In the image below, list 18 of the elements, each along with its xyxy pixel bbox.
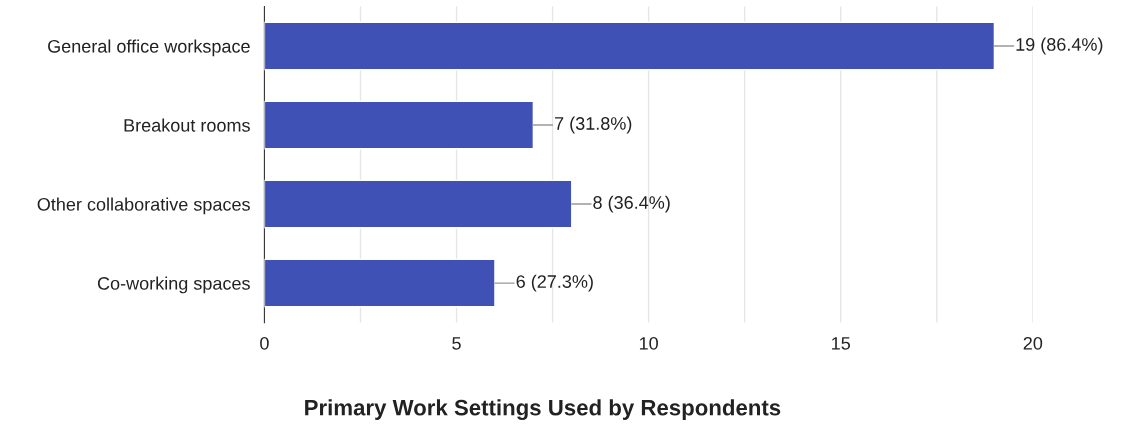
data-label: 19 (86.4%) [1016, 37, 1103, 55]
bar [264, 258, 496, 308]
y-tick-label: Co-working spaces [97, 276, 250, 294]
y-tick-label: General office workspace [48, 39, 250, 57]
bar [264, 100, 535, 150]
y-tick-label: Other collaborative spaces [37, 197, 250, 215]
bar [264, 179, 573, 229]
x-tick-label: 10 [639, 336, 658, 350]
y-tick-label: Breakout rooms [124, 118, 250, 132]
data-label: 6 (27.3%) [516, 274, 593, 292]
x-tick-label: 15 [832, 337, 851, 350]
bar [264, 21, 996, 71]
text: Primary Work Settings Used by Respondents [305, 399, 781, 421]
x-tick-label: 20 [1023, 336, 1043, 350]
data-label: 8 (36.4%) [593, 195, 670, 213]
x-tick-label: 5 [452, 337, 461, 350]
x-tick-label: 0 [260, 336, 269, 350]
data-label: 7 (31.8%) [555, 116, 632, 134]
